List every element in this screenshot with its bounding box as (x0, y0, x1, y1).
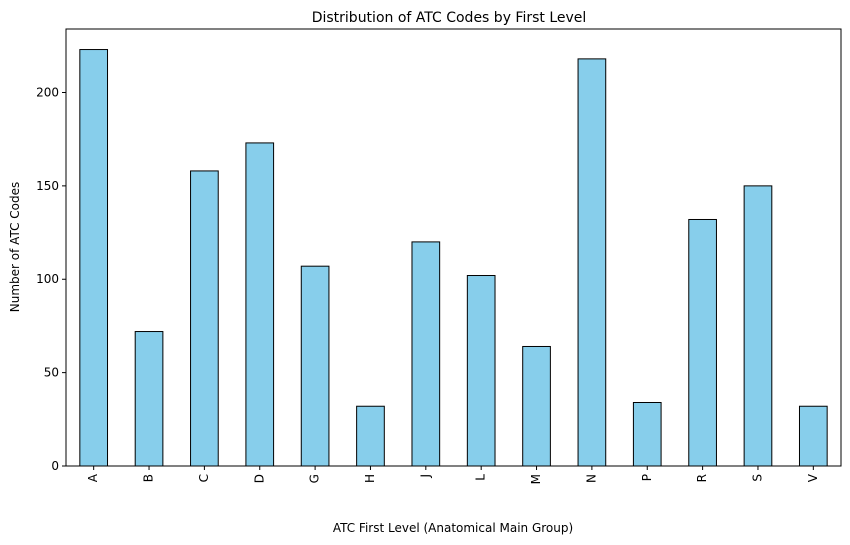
y-axis: 0 50 100 150 200 (36, 85, 66, 473)
x-tick-label-P: P (640, 474, 654, 481)
x-tick-label-N: N (584, 474, 598, 483)
x-tick-label-S: S (750, 474, 764, 482)
x-axis-label: ATC First Level (Anatomical Main Group) (333, 521, 573, 535)
bar-C (190, 170, 219, 467)
y-tick-label-200: 200 (36, 85, 59, 99)
bar-B (134, 331, 164, 467)
bar-L (466, 275, 496, 467)
y-tick-label-100: 100 (36, 272, 59, 286)
bar-J (411, 241, 441, 467)
bar-V (798, 405, 828, 467)
x-tick-label-B: B (142, 474, 156, 482)
bar-H (356, 405, 385, 467)
bar-M (522, 345, 551, 467)
x-tick-label-C: C (197, 474, 211, 482)
x-tick-label-G: G (308, 474, 322, 483)
bar-A (79, 49, 109, 467)
x-tick-label-H: H (363, 474, 377, 483)
x-tick-label-L: L (474, 474, 488, 481)
x-tick-label-V: V (806, 473, 820, 482)
bar-D (245, 142, 275, 467)
plot-frame (65, 28, 842, 467)
bar-G (300, 265, 330, 467)
x-tick-label-R: R (695, 474, 709, 482)
x-tick-label-D: D (252, 474, 266, 483)
chart-title: Distribution of ATC Codes by First Level (312, 10, 587, 26)
x-tick-label-J: J (418, 474, 432, 479)
bars-group (79, 49, 828, 467)
y-tick-label-50: 50 (44, 366, 59, 380)
bar-P (632, 402, 662, 467)
x-tick-label-M: M (529, 474, 543, 484)
bar-N (577, 58, 607, 467)
y-axis-label: Number of ATC Codes (8, 182, 22, 312)
y-tick-label-150: 150 (36, 179, 59, 193)
y-tick-label-0: 0 (51, 459, 59, 473)
bar-R (688, 218, 717, 467)
bar-S (743, 185, 773, 467)
x-tick-label-A: A (86, 473, 100, 482)
